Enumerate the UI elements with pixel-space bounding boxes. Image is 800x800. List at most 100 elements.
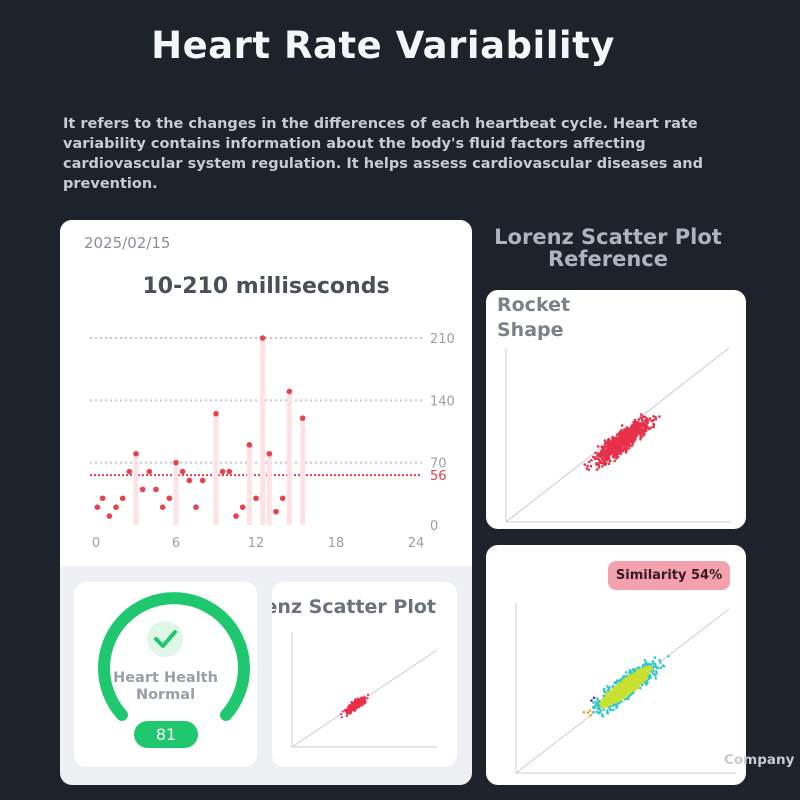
scatter-dot — [350, 710, 353, 714]
scatter-dot — [650, 667, 654, 671]
scatter-dot — [587, 468, 591, 471]
x-tick-label: 6 — [172, 536, 180, 551]
scatter-dot — [627, 446, 631, 450]
scatter-dot — [615, 703, 619, 706]
scatter-dot — [644, 418, 647, 422]
scatter-dot — [605, 455, 608, 458]
scatter-dot — [597, 466, 601, 469]
scatter-dot — [654, 416, 657, 419]
scatter-dot — [624, 690, 628, 693]
lorenz-title: Lorenz Scatter Plot — [272, 596, 436, 618]
data-point — [286, 388, 293, 395]
scatter-dot — [594, 457, 597, 461]
scatter-dot — [362, 698, 365, 701]
point-stem — [266, 453, 272, 525]
scatter-dot — [601, 465, 604, 468]
scatter-dot — [652, 425, 655, 429]
scatter-dot — [592, 696, 596, 700]
scatter-dot — [360, 704, 363, 707]
scatter-dot — [645, 677, 649, 680]
scatter-dot — [639, 686, 642, 690]
scatter-dot — [620, 424, 624, 427]
y-tick-label: 210 — [430, 332, 455, 347]
data-point — [159, 504, 166, 510]
page-title: Heart Rate Variability — [151, 24, 615, 67]
data-point — [226, 468, 233, 475]
scatter-dot — [642, 434, 645, 437]
scatter-dot — [631, 691, 635, 695]
scatter-dot — [642, 670, 645, 673]
scatter-dot — [585, 467, 589, 470]
scatter-dot — [652, 415, 655, 418]
point-stem — [260, 338, 266, 525]
health-label-line2: Normal — [135, 687, 196, 703]
scatter-dot — [602, 453, 606, 456]
scatter-dot — [636, 675, 640, 678]
scatter-dot — [596, 445, 600, 448]
scatter-dot — [619, 444, 623, 447]
scatter-dot — [640, 678, 643, 682]
scatter-dot — [618, 685, 622, 688]
scatter-dot — [589, 464, 593, 468]
scatter-dot — [621, 440, 624, 443]
reference-line-label: 56 — [430, 469, 447, 484]
scatter-dot — [622, 684, 625, 688]
scatter-dot — [616, 687, 619, 690]
scatter-dot — [619, 699, 622, 702]
scatter-dot — [588, 709, 592, 712]
scatter-dot — [629, 693, 632, 696]
scatter-dot — [645, 662, 648, 665]
scatter-dot — [596, 457, 600, 460]
y-tick-label: 70 — [430, 457, 447, 472]
data-point — [193, 504, 199, 510]
scatter-dot — [652, 423, 656, 427]
scatter-dot — [615, 681, 618, 684]
scatter-dot — [619, 678, 623, 681]
scatter-dot — [618, 440, 622, 444]
scatter-dot — [583, 463, 587, 466]
scatter-dot — [631, 444, 634, 447]
similarity-card: Similarity 54% — [486, 545, 746, 785]
scatter-dot — [616, 689, 619, 692]
data-point — [199, 477, 206, 484]
data-point — [246, 442, 253, 448]
scatter-dot — [354, 702, 357, 705]
data-point — [139, 486, 146, 493]
similarity-heat-cluster — [582, 654, 670, 718]
scatter-dot — [625, 428, 629, 431]
x-tick-label: 0 — [92, 536, 100, 551]
scatter-dot — [629, 428, 633, 431]
scatter-dot — [641, 665, 644, 669]
scatter-dot — [642, 420, 645, 424]
scatter-dot — [628, 669, 632, 673]
scatter-dot — [645, 682, 649, 685]
scatter-dot — [608, 444, 611, 447]
scatter-dot — [658, 658, 661, 662]
lorenz-card: Lorenz Scatter Plot — [272, 582, 457, 767]
scatter-dot — [634, 422, 638, 425]
scatter-dot — [633, 433, 637, 436]
scatter-dot — [592, 701, 595, 704]
similarity-badge: Similarity 54% — [608, 561, 730, 590]
scatter-dot — [638, 431, 641, 434]
scatter-dot — [643, 659, 647, 662]
scatter-dot — [362, 703, 365, 706]
heart-health-card: Heart Health Normal 81 — [74, 582, 257, 767]
scatter-dot — [626, 440, 630, 444]
data-point — [219, 468, 226, 475]
data-point — [186, 477, 193, 484]
scatter-dot — [642, 415, 645, 418]
scatter-dot — [607, 437, 611, 441]
scatter-dot — [659, 661, 662, 664]
scatter-dot — [641, 681, 645, 685]
scatter-dot — [604, 441, 607, 444]
rocket-plot — [505, 347, 731, 523]
scatter-dot — [595, 468, 599, 471]
scatter-dot — [615, 706, 618, 710]
scatter-dot — [622, 696, 626, 699]
scatter-dot — [637, 418, 641, 421]
scatter-dot — [614, 690, 617, 694]
scatter-dot — [627, 435, 630, 439]
scatter-dot — [632, 674, 635, 678]
scatter-dot — [629, 430, 632, 434]
